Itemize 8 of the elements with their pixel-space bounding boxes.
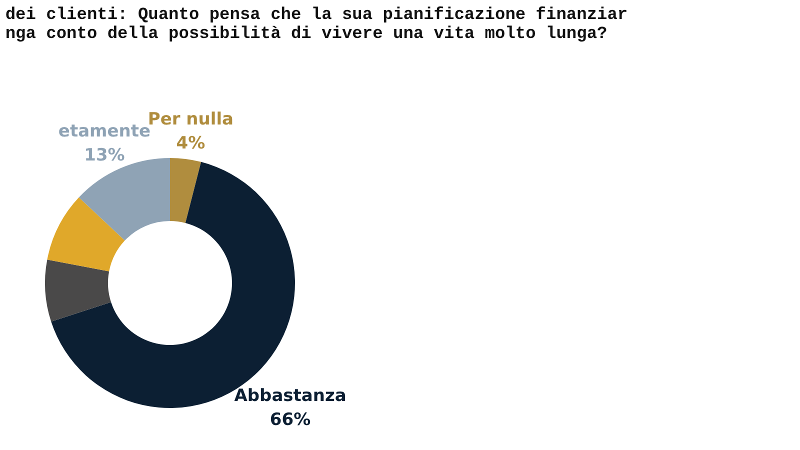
donut-slice: [45, 260, 112, 322]
data-label: 13%: [84, 146, 125, 166]
data-label: 66%: [270, 410, 311, 430]
donut-slice: [170, 158, 202, 223]
data-label: 4%: [176, 133, 206, 154]
chart-title: dei clienti: Quanto pensa che la sua pianificazione finanziar nga conto della possibilità di vivere una vita molto lunga?: [5, 6, 628, 44]
slice-label: Abbastanza: [234, 386, 346, 406]
donut-slice: [47, 197, 125, 272]
